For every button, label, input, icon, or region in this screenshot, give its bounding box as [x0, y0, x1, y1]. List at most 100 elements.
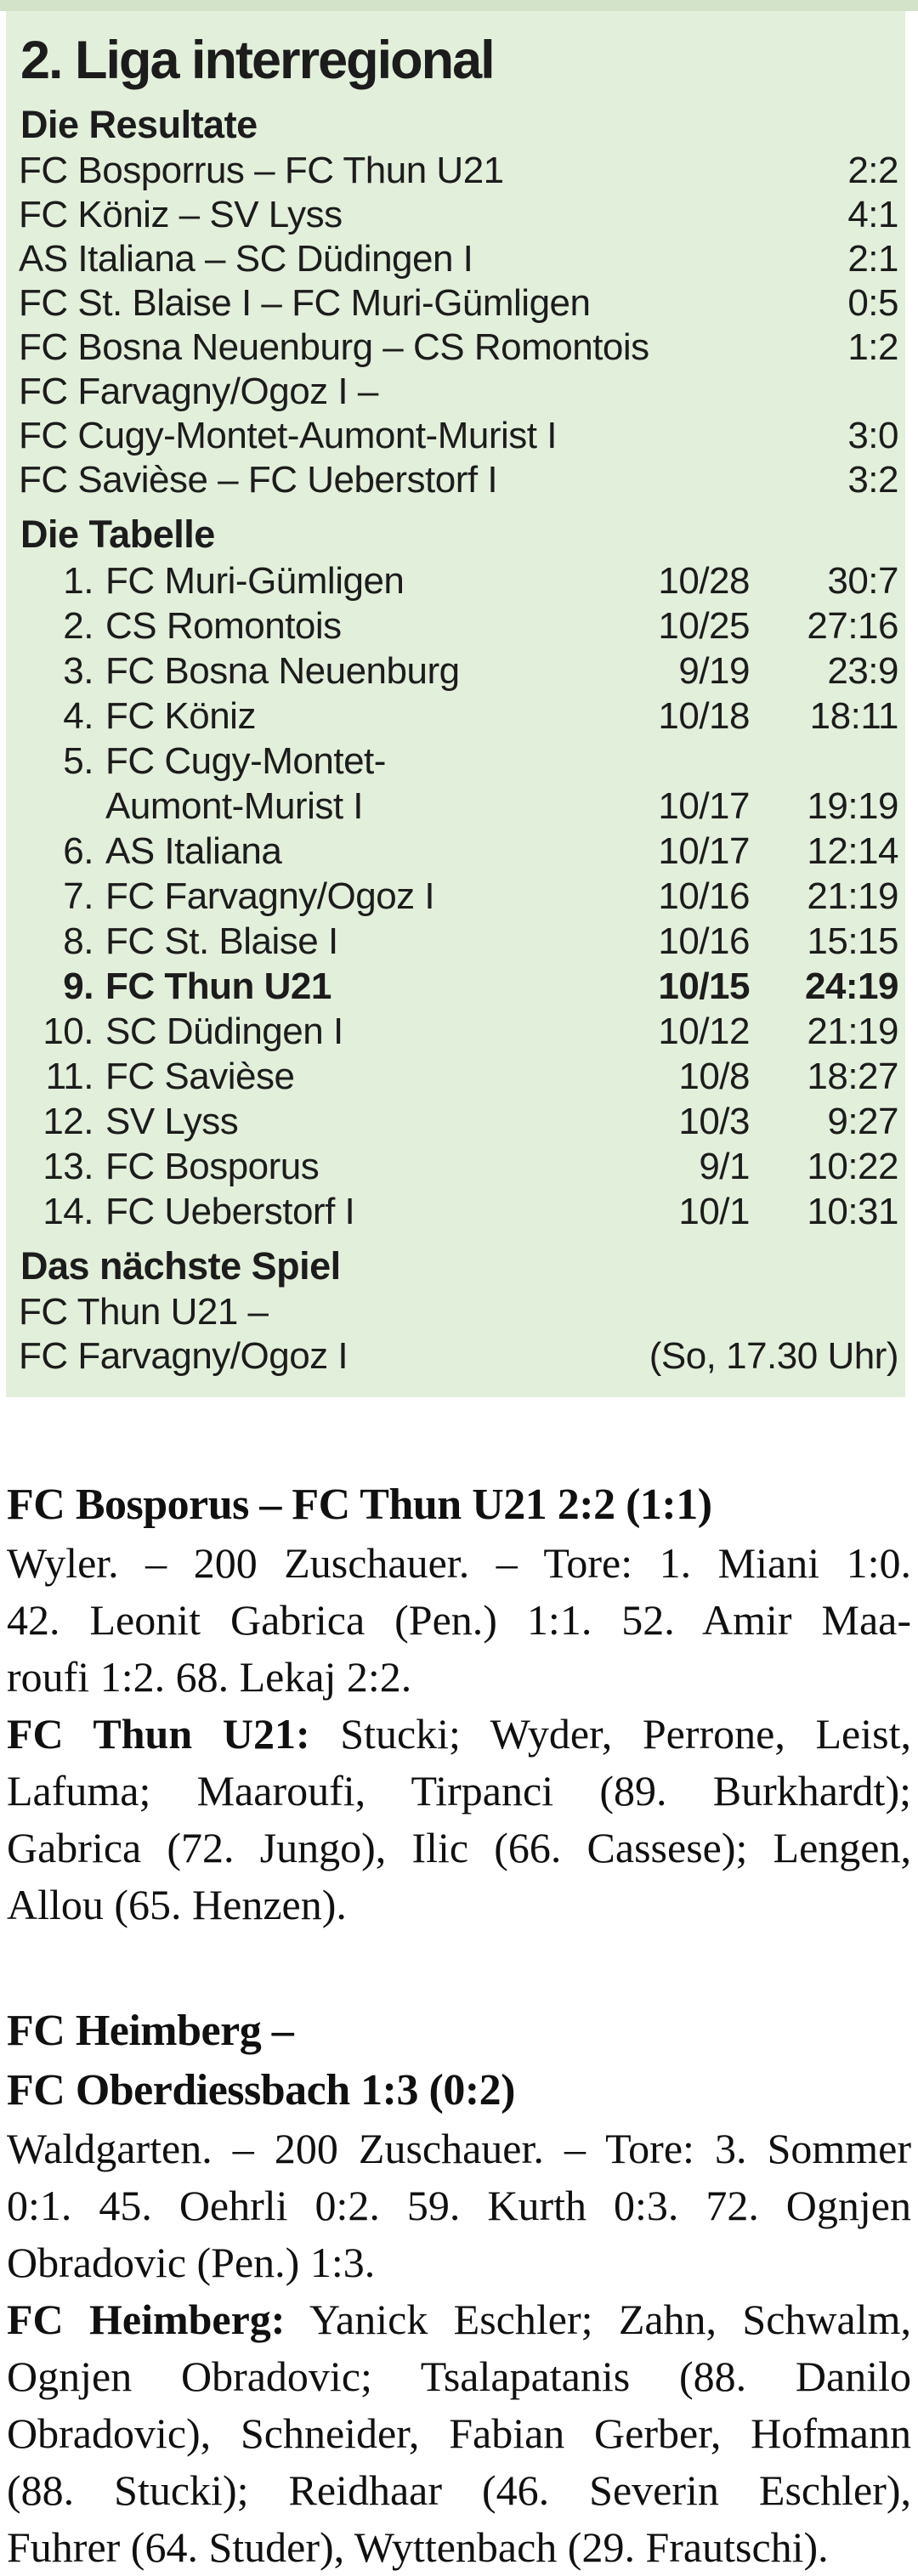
goal-ratio: 27:16: [807, 605, 898, 647]
team-name: FC Savièse: [105, 1056, 295, 1097]
score-value: 1:2: [847, 326, 898, 368]
games-points: 10/12: [658, 1011, 750, 1052]
goal-ratio: 19:19: [807, 785, 898, 827]
team-name: AS Italiana: [105, 830, 282, 872]
lineup-text: Yanick Eschler; Zahn, Schwalm,: [309, 2296, 911, 2343]
table-row: 10. SC Düdingen I 10/12 21:19: [19, 1009, 898, 1054]
lineup-line: FC Thun U21: Stucki; Wyder, Perrone, Lei…: [7, 1706, 911, 1763]
lineup-line: Gabrica (72. Jungo), Ilic (66. Cassese);…: [7, 1824, 911, 1871]
rank: 14.: [42, 1191, 94, 1232]
report-title: FC Oberdiessbach 1:3 (0:2): [7, 2066, 515, 2115]
lineup-team-lead: FC Thun U21:: [7, 1710, 310, 1758]
team-name: FC Bosporus: [105, 1146, 320, 1187]
table-row: 1. FC Muri-Gümligen 10/28 30:7: [19, 558, 898, 603]
result-row: FC Bosporrus – FC Thun U21 2:2: [19, 149, 898, 193]
team-name: SV Lyss: [105, 1101, 239, 1142]
score-value: 3:2: [847, 459, 898, 501]
result-row: AS Italiana – SC Düdingen I 2:1: [19, 237, 898, 281]
goal-ratio: 9:27: [827, 1101, 898, 1142]
goal-ratio: 15:15: [807, 920, 898, 962]
summary-line: Wyler. – 200 Zuschauer. – Tore: 1. Miani…: [7, 1539, 911, 1587]
score-value: 2:2: [847, 150, 898, 191]
league-summary-box: 2. Liga interregional Die Resultate FC B…: [6, 11, 905, 1397]
goal-ratio: 21:19: [807, 1011, 898, 1052]
goal-ratio: 24:19: [804, 965, 899, 1007]
table-row: 7. FC Farvagny/Ogoz I 10/16 21:19: [19, 874, 898, 919]
match-label: AS Italiana – SC Düdingen I: [19, 238, 473, 280]
games-points: 10/17: [658, 785, 750, 827]
table-heading: Die Tabelle: [20, 512, 215, 556]
league-title: 2. Liga interregional: [20, 31, 496, 90]
games-points: 10/1: [678, 1191, 750, 1232]
games-points: 10/16: [658, 920, 750, 962]
summary-line: 42. Leonit Gabrica (Pen.) 1:1. 52. Amir …: [7, 1596, 911, 1644]
score-value: 2:1: [847, 238, 898, 280]
games-points: 9/1: [699, 1146, 750, 1187]
score-value: 0:5: [847, 282, 898, 324]
summary-line: Obradovic (Pen.) 1:3.: [7, 2239, 376, 2286]
match-report: FC Heimberg – FC Oberdiessbach 1:3 (0:2)…: [7, 2001, 911, 2576]
team-name: FC Farvagny/Ogoz I: [19, 1335, 348, 1377]
team-name: FC Bosna Neuenburg: [105, 650, 460, 692]
rank: 9.: [63, 965, 94, 1007]
games-points: 10/15: [658, 965, 750, 1007]
rank: [19, 784, 94, 829]
rank: 11.: [45, 1056, 94, 1097]
table-row: 6. AS Italiana 10/17 12:14: [19, 829, 898, 874]
team-name: FC Farvagny/Ogoz I: [105, 875, 435, 917]
result-row: FC Cugy-Montet-Aumont-Murist I 3:0: [19, 414, 898, 458]
table-row: 14. FC Ueberstorf I 10/1 10:31: [19, 1189, 898, 1234]
games-points: 9/19: [678, 650, 750, 692]
games-points: 10/8: [678, 1056, 750, 1097]
table-row: 5. FC Cugy-Montet-: [19, 739, 898, 784]
match-label: FC Bosporrus – FC Thun U21: [19, 150, 504, 191]
result-row: FC St. Blaise I – FC Muri-Gümligen 0:5: [19, 281, 898, 326]
match-label: FC Cugy-Montet-Aumont-Murist I: [19, 415, 557, 456]
games-points: 10/17: [658, 830, 750, 872]
goal-ratio: [750, 739, 898, 784]
summary-line: 0:1. 45. Oehrli 0:2. 59. Kurth 0:3. 72. …: [7, 2182, 911, 2229]
team-name: SC Düdingen I: [105, 1011, 343, 1052]
games-points: 10/28: [658, 560, 750, 602]
next-game-section: Das nächste Spiel FC Thun U21 – FC Farva…: [19, 1244, 899, 1379]
result-row: FC Farvagny/Ogoz I –: [19, 370, 898, 414]
next-game-heading: Das nächste Spiel: [20, 1244, 341, 1288]
team-name: FC Köniz: [105, 695, 256, 737]
table-row-continuation: Aumont-Murist I 10/17 19:19: [19, 784, 899, 829]
report-summary: Waldgarten. – 200 Zuschauer. – Tore: 3. …: [7, 2120, 911, 2291]
goal-ratio: 10:22: [807, 1146, 898, 1187]
lineup-line: (88. Stucki); Reidhaar (46. Severin Esch…: [7, 2466, 911, 2514]
table-section: Die Tabelle 1. FC Muri-Gümligen 10/28 30…: [19, 512, 899, 1234]
lineup: FC Heimberg: Yanick Eschler; Zahn, Schwa…: [7, 2291, 911, 2576]
team-name: CS Romontois: [105, 605, 342, 647]
team-name: FC Cugy-Montet-: [105, 740, 386, 782]
next-game-home: FC Thun U21 –: [19, 1290, 898, 1334]
match-label: FC Köniz – SV Lyss: [19, 194, 343, 235]
next-game-away: FC Farvagny/Ogoz I (So, 17.30 Uhr): [19, 1334, 899, 1379]
match-report: FC Bosporus – FC Thun U21 2:2 (1:1) Wyle…: [7, 1475, 911, 1933]
lineup-line: Ognjen Obradovic; Tsalapatanis (88. Dani…: [7, 2352, 911, 2400]
rank: 4.: [63, 695, 94, 737]
rank: 5.: [63, 740, 94, 782]
match-label: FC Bosna Neuenburg – CS Romontois: [19, 326, 649, 368]
table-row: 13. FC Bosporus 9/1 10:22: [19, 1144, 898, 1189]
lineup-line: FC Heimberg: Yanick Eschler; Zahn, Schwa…: [7, 2291, 911, 2348]
lineup-text: Stucki; Wyder, Perrone, Leist,: [340, 1710, 911, 1758]
rank: 3.: [63, 650, 94, 692]
score-value: 4:1: [847, 194, 898, 235]
team-name: FC Ueberstorf I: [105, 1191, 355, 1232]
rank: 7.: [63, 875, 94, 917]
goal-ratio: 30:7: [827, 560, 898, 602]
match-reports: FC Bosporus – FC Thun U21 2:2 (1:1) Wyle…: [7, 1475, 911, 2576]
lineup-line: Obradovic), Schneider, Fabian Gerber, Ho…: [7, 2409, 911, 2457]
result-row: FC Savièse – FC Ueberstorf I 3:2: [19, 458, 898, 502]
rank: 10.: [42, 1011, 94, 1052]
match-label: FC Farvagny/Ogoz I –: [19, 371, 378, 412]
results-section: Die Resultate FC Bosporrus – FC Thun U21…: [19, 103, 898, 502]
report-title: FC Heimberg –: [7, 2007, 294, 2055]
table-row: 8. FC St. Blaise I 10/16 15:15: [19, 919, 898, 964]
table-row: 11. FC Savièse 10/8 18:27: [19, 1054, 899, 1099]
rank: 2.: [63, 605, 94, 647]
goal-ratio: 12:14: [807, 830, 898, 872]
lineup: FC Thun U21: Stucki; Wyder, Perrone, Lei…: [7, 1706, 911, 1933]
